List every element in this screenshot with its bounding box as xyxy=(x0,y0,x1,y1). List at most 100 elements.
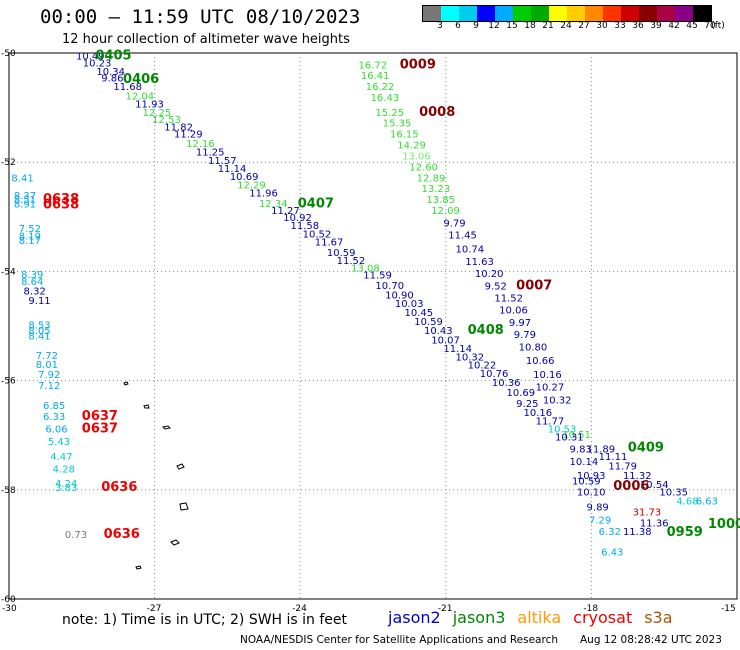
wave-height-value: 6.32 xyxy=(599,527,621,538)
wave-height-value: 4.47 xyxy=(50,452,72,463)
pass-time-label: 0009 xyxy=(400,57,436,72)
wave-height-value: 9.79 xyxy=(443,219,465,230)
legend-swatch xyxy=(423,6,441,21)
wave-height-map: -50 -52 -54 -56 -58 -60-30 -27 -24 -21 -18 -15 10.… xyxy=(1,49,740,612)
footnote: note: 1) Time is in UTC; 2) SWH is in fe… xyxy=(62,612,348,628)
wave-height-value: 10.03 xyxy=(395,299,424,310)
wave-height-value: 11.52 xyxy=(337,256,366,267)
wave-height-value: 10.16 xyxy=(523,408,552,419)
pass-time-label: 0407 xyxy=(298,197,334,212)
legend-swatch xyxy=(441,6,459,21)
wave-height-value: 11.67 xyxy=(315,238,344,249)
longitude-tick-label: -21 xyxy=(438,604,453,612)
wave-height-value: 8.05 xyxy=(28,326,50,337)
latitude-tick-label: -52 xyxy=(1,158,16,168)
wave-height-value: 12.53 xyxy=(152,115,181,126)
wave-height-value: 11.57 xyxy=(208,156,237,167)
island-outline xyxy=(135,565,142,570)
wave-height-value: 7.72 xyxy=(36,351,58,362)
wave-height-value: 10.90 xyxy=(385,291,414,302)
wave-height-value: 8.51 xyxy=(14,195,36,206)
wave-height-value: 4.24 xyxy=(55,479,77,490)
wave-height-value: 10.93 xyxy=(577,471,606,482)
pass-time-label: 0637 xyxy=(82,409,118,424)
map-frame xyxy=(8,52,738,600)
wave-height-value: 10.45 xyxy=(405,308,434,319)
pass-time-label: 0409 xyxy=(628,441,664,456)
longitude-tick-label: -27 xyxy=(147,604,162,612)
legend-label: 18 xyxy=(524,21,536,31)
wave-height-value: 11.29 xyxy=(174,130,203,141)
legend-label: 42 xyxy=(668,21,680,31)
wave-height-value: 11.96 xyxy=(249,189,278,200)
wave-height-value: 16.22 xyxy=(366,82,395,93)
wave-height-value: 10.51 xyxy=(562,430,591,441)
wave-height-value: 10.32 xyxy=(456,352,485,363)
wave-height-value: 11.11 xyxy=(599,452,628,463)
longitude-tick-label: -24 xyxy=(292,604,307,612)
legend-label: 9 xyxy=(473,21,479,31)
page-title: 00:00 – 11:59 UTC 08/10/2023 xyxy=(40,6,361,28)
pass-time-label: 0638 xyxy=(43,198,79,213)
pass-time-labels: 0405 0406 0407 0408 0409 0959 1000 0009 0008 0007… xyxy=(43,49,740,542)
wave-height-value: 6.06 xyxy=(45,424,67,435)
wave-height-value: 9.25 xyxy=(516,399,538,410)
legend-label: 36 xyxy=(632,21,644,31)
wave-height-value: 9.79 xyxy=(514,330,536,341)
pass-time-label: 0008 xyxy=(419,105,455,120)
wave-height-value: 16.43 xyxy=(371,93,400,104)
legend-label: 21 xyxy=(542,21,554,31)
wave-height-value: 9.52 xyxy=(485,281,507,292)
wave-height-value: 9.97 xyxy=(509,318,531,329)
wave-height-value: 11.25 xyxy=(196,148,225,159)
legend-label: 33 xyxy=(614,21,626,31)
wave-height-value: 10.80 xyxy=(519,343,548,354)
wave-height-value: 10.23 xyxy=(83,59,112,70)
wave-height-value: 6.63 xyxy=(696,497,718,508)
wave-height-value: 11.14 xyxy=(443,344,472,355)
wave-height-value: 6.85 xyxy=(43,401,65,412)
satellite-name: jason2 xyxy=(388,608,441,627)
wave-height-value: 11.79 xyxy=(608,462,637,473)
wave-height-value: 11.27 xyxy=(271,206,300,217)
pass-time-label: 0637 xyxy=(82,421,118,436)
wave-height-value: 15.25 xyxy=(375,108,404,119)
wave-height-value: 12.89 xyxy=(417,173,446,184)
wave-height-value: 11.93 xyxy=(135,100,164,111)
legend-swatch xyxy=(585,6,603,21)
legend-swatch xyxy=(513,6,531,21)
satellite-name: cryosat xyxy=(573,608,633,627)
wave-height-value: 31.73 xyxy=(633,507,662,518)
wave-height-value: 5.43 xyxy=(48,437,70,448)
pass-time-label: 0006 xyxy=(613,479,649,494)
legend-swatch xyxy=(603,6,621,21)
island-outline xyxy=(170,539,180,546)
wave-height-value: 8.32 xyxy=(24,286,46,297)
generated-timestamp: Aug 12 08:28:42 UTC 2023 xyxy=(580,634,722,646)
legend-label: 12 xyxy=(488,21,500,31)
legend-label: 70 xyxy=(704,21,716,31)
legend-label: 27 xyxy=(578,21,590,31)
wave-height-value: 10.70 xyxy=(375,281,404,292)
wave-height-value: 7.29 xyxy=(589,516,611,527)
wave-height-value: 11.82 xyxy=(164,123,193,134)
wave-height-value: 11.14 xyxy=(218,164,247,175)
wave-height-value: 10.06 xyxy=(499,305,528,316)
island-outline xyxy=(161,425,172,430)
satellite-legend: jason2 jason3 altika cryosat s3a xyxy=(388,608,673,627)
wave-height-value: 10.52 xyxy=(303,230,332,241)
page-subtitle: 12 hour collection of altimeter wave hei… xyxy=(62,32,350,47)
wave-height-value: 12.09 xyxy=(431,206,460,217)
latitude-tick-label: -50 xyxy=(1,49,16,59)
wave-height-value: 7.52 xyxy=(19,224,41,235)
wave-height-value: 14.29 xyxy=(397,141,426,152)
wave-height-value: 10.32 xyxy=(543,396,572,407)
island-outlines xyxy=(123,381,189,570)
axis-tick-labels: -50 -52 -54 -56 -58 -60-30 -27 -24 -21 -18 -15 xyxy=(1,49,736,612)
legend-swatch xyxy=(639,6,657,21)
wave-height-value: 8.17 xyxy=(19,236,41,247)
latitude-tick-label: -60 xyxy=(1,595,16,605)
wave-height-value: 9.89 xyxy=(587,503,609,514)
wave-height-value: 7.92 xyxy=(38,370,60,381)
altimeter-track-values: 10.4910.2310.349.8611.6812.0411.9312.251… xyxy=(11,52,718,559)
